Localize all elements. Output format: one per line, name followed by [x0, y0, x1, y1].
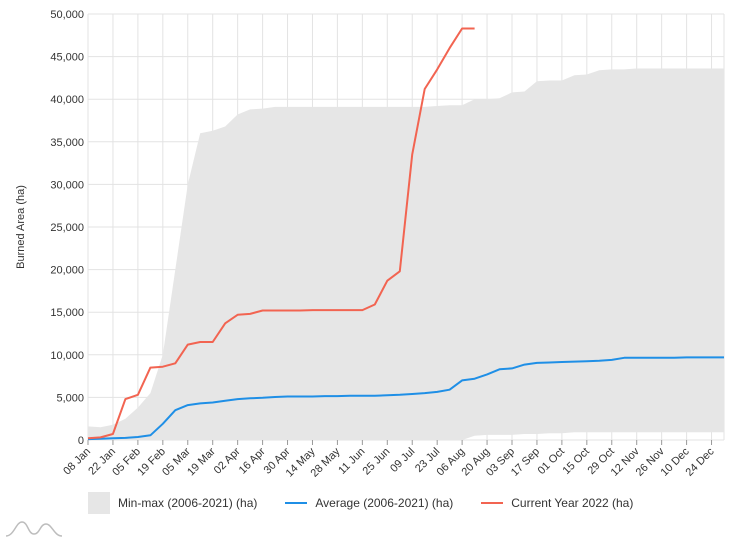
- x-tick-label: 19 Mar: [185, 445, 218, 478]
- y-tick-label: 5,000: [56, 392, 84, 404]
- current-year-line[interactable]: [87, 27, 475, 440]
- x-tick-label: 25 Jun: [361, 446, 393, 478]
- min-max-band: [88, 68, 724, 440]
- y-tick-label: 50,000: [50, 9, 84, 21]
- x-tick-label: 17 Sep: [509, 446, 542, 479]
- legend: Min-max (2006-2021) (ha) Average (2006-2…: [88, 492, 661, 514]
- current-year-swatch: [481, 502, 504, 504]
- y-tick-label: 35,000: [50, 137, 84, 149]
- y-tick-label: 20,000: [50, 265, 84, 277]
- y-tick-label: 30,000: [50, 179, 84, 191]
- y-tick-label: 40,000: [50, 94, 84, 106]
- y-tick-label: 10,000: [50, 350, 84, 362]
- average-swatch: [285, 502, 308, 504]
- legend-label-average: Average (2006-2021) (ha): [315, 496, 454, 510]
- y-tick-label: 25,000: [50, 222, 84, 234]
- y-tick-label: 15,000: [50, 307, 84, 319]
- y-axis-title: Burned Area (ha): [15, 185, 27, 269]
- legend-label-current-year: Current Year 2022 (ha): [511, 496, 634, 510]
- series-lines: [87, 27, 724, 441]
- x-tick-label: 24 Dec: [684, 445, 717, 478]
- legend-item-min-max[interactable]: Min-max (2006-2021) (ha): [88, 492, 257, 514]
- y-tick-label: 45,000: [50, 52, 84, 64]
- y-tick-label: 0: [78, 435, 84, 447]
- min-max-swatch: [88, 492, 110, 514]
- average-line[interactable]: [87, 356, 724, 441]
- amcharts-logo-icon[interactable]: [4, 516, 64, 538]
- x-tick-label: 16 Apr: [237, 445, 268, 476]
- min-max-area: [88, 68, 724, 440]
- x-tick-label: 15 Oct: [561, 446, 592, 477]
- legend-item-current-year[interactable]: Current Year 2022 (ha): [481, 496, 633, 510]
- x-tick-label: 08 Jan: [61, 446, 93, 478]
- legend-label-min-max: Min-max (2006-2021) (ha): [118, 496, 258, 510]
- legend-item-average[interactable]: Average (2006-2021) (ha): [285, 496, 453, 510]
- x-tick-label: 01 Oct: [536, 446, 567, 477]
- x-tick-label: 09 Jul: [388, 446, 417, 475]
- x-tick-label: 02 Apr: [212, 445, 243, 476]
